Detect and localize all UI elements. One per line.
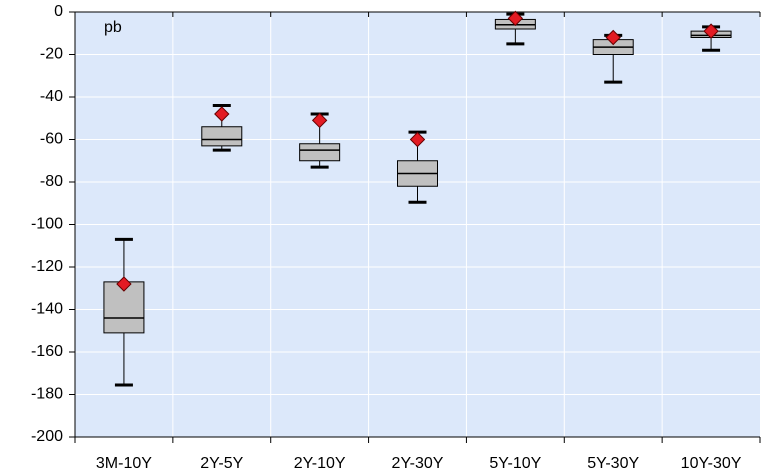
marker [703,23,719,39]
y-tick-label: -160 [31,343,63,360]
marker [116,276,132,292]
annotation: pb [104,19,122,36]
box [299,143,341,162]
y-tick-label: 0 [54,3,63,20]
marker [507,10,524,27]
y-tick-label: -200 [31,428,63,445]
x-tick-label: 2Y-5Y [200,455,243,472]
marker [311,112,328,129]
y-tick-label: -80 [40,173,63,190]
y-tick-label: -40 [40,88,63,105]
y-tick-label: -140 [31,301,63,318]
y-tick-label: -100 [31,216,63,233]
y-tick-label: -180 [31,386,63,403]
marker [409,131,426,148]
marker [214,106,230,122]
y-tick-label: -120 [31,258,63,275]
x-tick-label: 3M-10Y [96,455,152,472]
x-tick-label: 5Y-10Y [489,455,541,472]
x-tick-label: 5Y-30Y [587,455,639,472]
y-tick-label: -20 [40,46,63,63]
y-tick-label: -60 [40,131,63,148]
x-tick-label: 10Y-30Y [681,455,742,472]
box [201,126,243,147]
marker [605,29,621,46]
x-tick-label: 2Y-10Y [294,455,346,472]
box [103,281,145,334]
x-tick-label: 2Y-30Y [392,455,444,472]
